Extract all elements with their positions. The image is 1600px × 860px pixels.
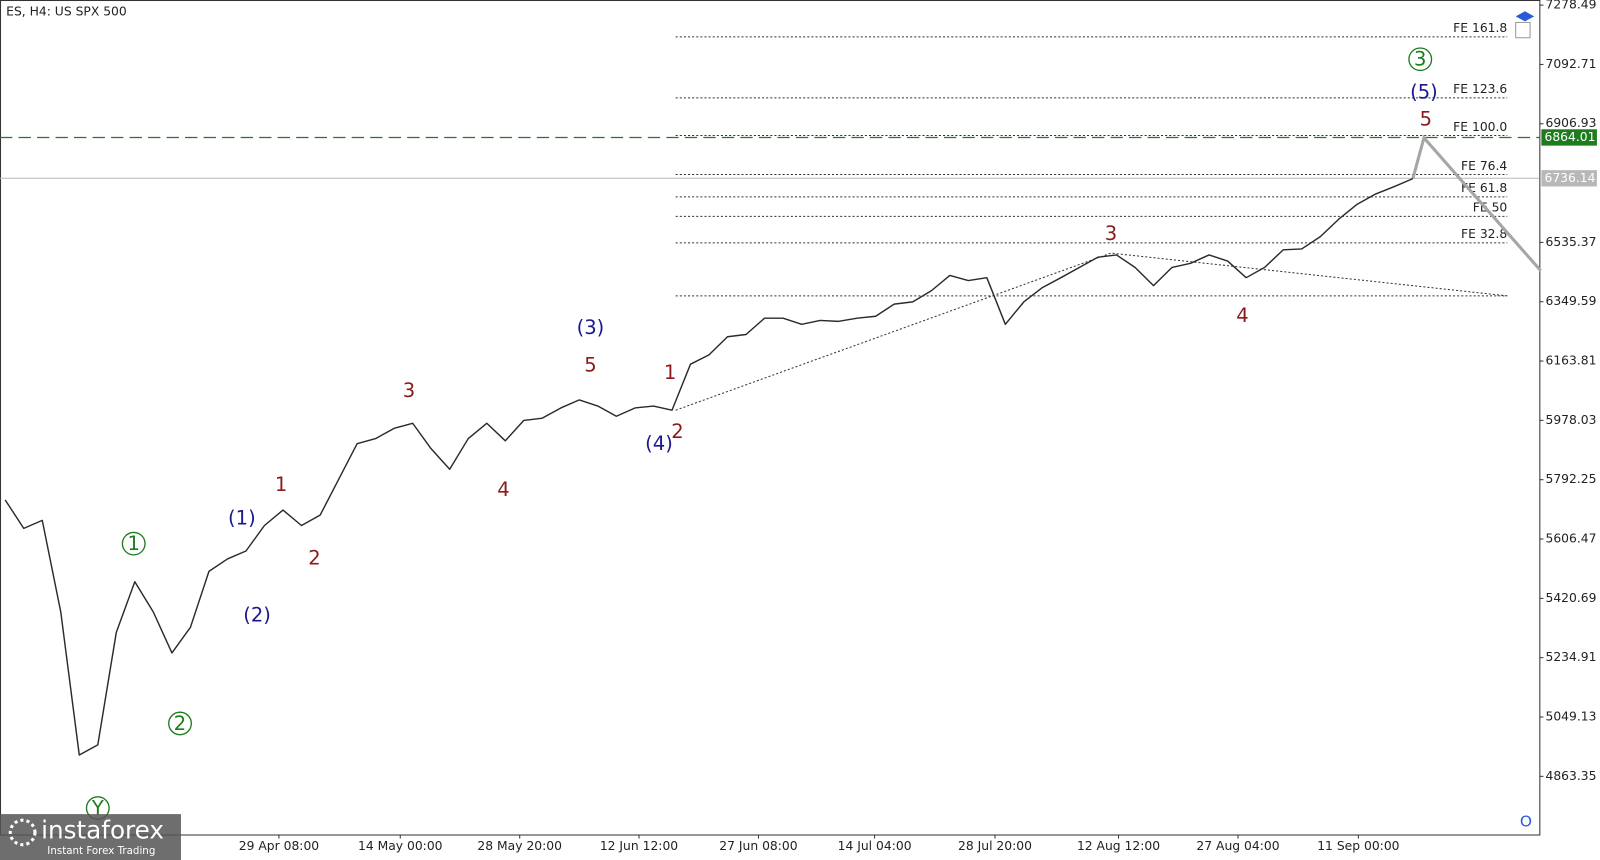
wave-circle xyxy=(121,531,146,556)
x-tick-label: 28 Jul 20:00 xyxy=(958,839,1032,853)
wave-label: 5 xyxy=(1420,108,1432,131)
wave-label: 3 xyxy=(1105,222,1117,245)
wave-label: 1 xyxy=(664,361,676,384)
wave-label: 4 xyxy=(497,478,509,501)
wave-label: 2 xyxy=(174,712,186,735)
y-tick-label: 6535.37 xyxy=(1546,235,1597,249)
price-tag xyxy=(1541,129,1597,146)
y-tick-label: 7092.71 xyxy=(1546,57,1597,71)
wave-circle xyxy=(1408,47,1433,72)
plot-frame xyxy=(0,0,1541,836)
y-tick-label: 5606.47 xyxy=(1546,532,1597,546)
price-tag-label: 6736.14 xyxy=(1544,171,1595,185)
corner-icon[interactable]: O xyxy=(1520,813,1532,831)
fib-label: FE 32.8 xyxy=(1461,227,1507,241)
y-tick-label: 6163.81 xyxy=(1546,354,1597,368)
trend-line xyxy=(675,252,1508,411)
price-tag-label: 6864.01 xyxy=(1544,130,1595,144)
wave-label: (4) xyxy=(645,432,673,455)
logo-icon xyxy=(8,818,37,847)
logo-name: instaforex xyxy=(41,815,164,844)
x-tick-label: 28 May 20:00 xyxy=(477,839,562,853)
wave-label: 3 xyxy=(1414,48,1426,71)
y-tick-label: 5234.91 xyxy=(1546,650,1597,664)
x-tick-label: 11 Sep 00:00 xyxy=(1317,839,1399,853)
projection-line xyxy=(1411,134,1542,272)
wave-label: 1 xyxy=(275,473,287,496)
x-tick-label: 14 May 00:00 xyxy=(358,839,443,853)
logo-box xyxy=(0,814,181,860)
fib-label: FE 123.6 xyxy=(1453,82,1507,96)
fib-label: FE 100.0 xyxy=(1453,120,1507,134)
toolbar-icon[interactable] xyxy=(1515,11,1535,39)
y-tick-label: 7278.49 xyxy=(1546,0,1597,12)
x-tick-label: 14 Jul 04:00 xyxy=(838,839,912,853)
wave-label: (1) xyxy=(228,507,256,530)
price-series xyxy=(4,177,1414,756)
wave-label: 4 xyxy=(1236,304,1248,327)
wave-label: 2 xyxy=(671,420,683,443)
x-tick-label: 12 Aug 12:00 xyxy=(1077,839,1160,853)
price-tag xyxy=(1541,170,1597,187)
y-tick-label: 5792.25 xyxy=(1546,472,1597,486)
x-tick-label: 27 Aug 04:00 xyxy=(1196,839,1279,853)
y-tick-label: 6349.59 xyxy=(1546,294,1597,308)
fib-label: FE 161.8 xyxy=(1453,21,1507,35)
chart-title: ES, H4: US SPX 500 xyxy=(6,5,127,19)
wave-label: 1 xyxy=(128,532,140,555)
y-tick-label: 6906.93 xyxy=(1546,116,1597,130)
x-tick-label: 27 Jun 08:00 xyxy=(719,839,797,853)
y-tick-label: 4863.35 xyxy=(1546,769,1597,783)
y-tick-label: 5049.13 xyxy=(1546,710,1597,724)
wave-label: 2 xyxy=(308,547,320,570)
wave-label: (2) xyxy=(243,604,271,627)
wave-label: (3) xyxy=(577,316,605,339)
x-tick-label: 29 Apr 08:00 xyxy=(239,839,319,853)
wave-label: Y xyxy=(91,797,104,820)
layer: 29 Apr 08:00 14 May 00:00 28 May 20:00 12 J… xyxy=(0,4,1544,853)
x-tick-label: 12 Jun 12:00 xyxy=(600,839,678,853)
wave-label: 5 xyxy=(584,354,596,377)
wave-circle xyxy=(168,711,193,736)
y-tick-label: 5420.69 xyxy=(1546,591,1597,605)
fib-label: FE 76.4 xyxy=(1461,159,1507,173)
wave-label: 3 xyxy=(403,379,415,402)
logo-tagline: Instant Forex Trading xyxy=(47,845,155,857)
wave-label: (5) xyxy=(1410,80,1438,103)
y-tick-label: 5978.03 xyxy=(1546,413,1597,427)
